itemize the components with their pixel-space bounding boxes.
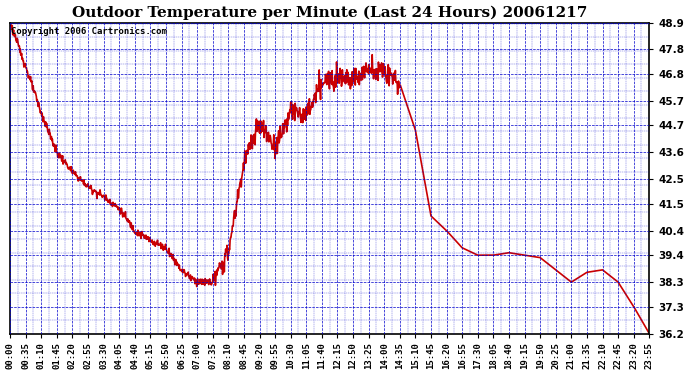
Title: Outdoor Temperature per Minute (Last 24 Hours) 20061217: Outdoor Temperature per Minute (Last 24 … [72, 6, 587, 20]
Text: Copyright 2006 Cartronics.com: Copyright 2006 Cartronics.com [11, 27, 167, 36]
